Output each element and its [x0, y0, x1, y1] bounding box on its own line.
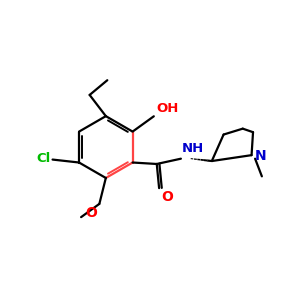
Text: O: O: [161, 190, 173, 205]
Text: NH: NH: [182, 142, 204, 155]
Text: Cl: Cl: [37, 152, 51, 165]
Text: O: O: [85, 206, 97, 220]
Text: OH: OH: [156, 102, 178, 115]
Text: N: N: [255, 149, 267, 163]
